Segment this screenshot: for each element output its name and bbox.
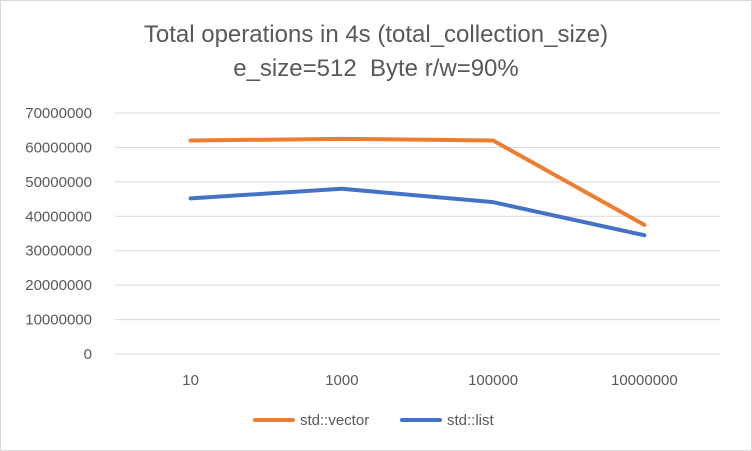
chart-title-line-1: Total operations in 4s (total_collection…	[143, 21, 609, 48]
x-tick-label: 10000000	[611, 372, 678, 389]
x-tick-label: 1000	[325, 372, 358, 389]
gridlines	[115, 112, 720, 355]
y-tick-label: 60000000	[25, 139, 92, 156]
series-line-std-vector	[188, 136, 647, 227]
series-line-std-list	[188, 186, 647, 238]
y-tick-label: 40000000	[25, 208, 92, 225]
legend-label: std::vector	[300, 412, 369, 429]
chart-title-line-2: e_size=512 Byte r/w=90%	[233, 55, 519, 82]
x-tick-label: 10	[182, 372, 199, 389]
y-axis-tick-labels: 0 10000000 20000000 30000000 40000000 5000000…	[25, 105, 92, 363]
y-tick-label: 20000000	[25, 277, 92, 294]
y-tick-label: 50000000	[25, 174, 92, 191]
x-axis-tick-labels: 10 1000 100000 10000000	[182, 372, 677, 389]
series-lines	[188, 136, 647, 238]
y-tick-label: 10000000	[25, 312, 92, 329]
y-tick-label: 70000000	[25, 105, 92, 122]
y-tick-label: 30000000	[25, 243, 92, 260]
y-tick-label: 0	[84, 346, 92, 363]
x-tick-label: 100000	[468, 372, 518, 389]
legend: std::vector std::list	[253, 412, 495, 429]
chart-title: Total operations in 4s (total_collection…	[0, 18, 752, 86]
legend-label: std::list	[447, 412, 495, 429]
